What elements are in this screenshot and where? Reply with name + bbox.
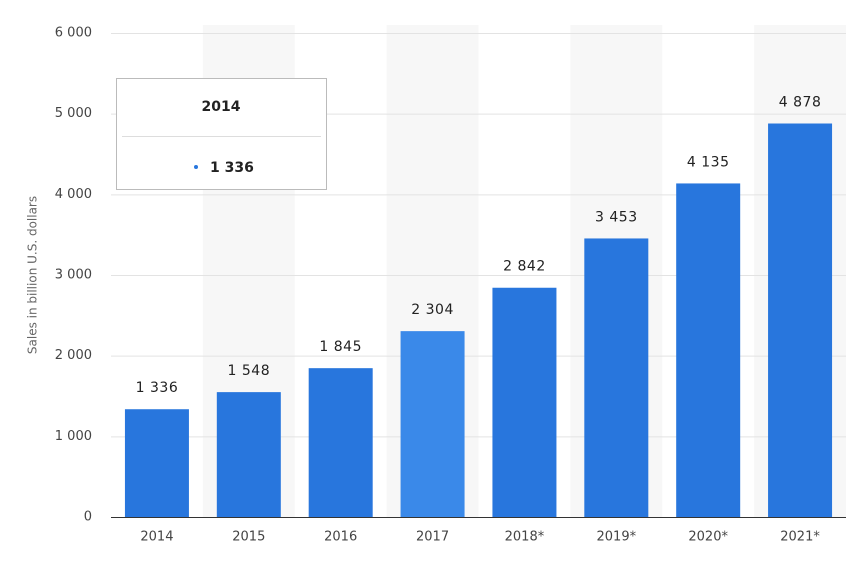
bar xyxy=(676,183,741,517)
tooltip-dot xyxy=(194,165,198,169)
y-tick-label: 3 000 xyxy=(55,268,92,283)
value-label: 1 845 xyxy=(319,339,362,355)
value-label: 1 548 xyxy=(228,363,271,379)
bar xyxy=(400,331,465,517)
value-label: 2 304 xyxy=(411,302,454,318)
x-tick-label: 2015 xyxy=(232,530,265,545)
value-label: 2 842 xyxy=(503,259,546,275)
bar xyxy=(768,123,833,518)
x-tick-label: 2018* xyxy=(505,530,545,545)
tooltip-title: 2014 xyxy=(202,99,241,115)
tooltip: 2014 1 336 xyxy=(116,78,327,190)
bar xyxy=(584,238,649,517)
y-axis-label: Sales in billion U.S. dollars xyxy=(26,196,40,354)
y-tick-label: 5 000 xyxy=(55,106,92,121)
y-tick-label: 4 000 xyxy=(55,187,92,202)
value-label: 1 336 xyxy=(136,380,179,396)
value-label: 4 135 xyxy=(687,154,730,170)
y-tick-label: 6 000 xyxy=(55,26,92,41)
x-tick-label: 2021* xyxy=(780,530,820,545)
value-label: 4 878 xyxy=(779,95,822,111)
bar xyxy=(216,392,281,517)
value-label: 3 453 xyxy=(595,209,638,225)
x-tick-label: 2016 xyxy=(324,530,357,545)
bar xyxy=(492,287,557,517)
y-tick-label: 0 xyxy=(84,510,92,525)
y-tick-label: 1 000 xyxy=(55,429,92,444)
bar xyxy=(308,368,373,517)
bar xyxy=(124,409,189,517)
tooltip-box xyxy=(116,78,327,190)
tooltip-value: 1 336 xyxy=(210,160,254,176)
x-tick-label: 2020* xyxy=(688,530,728,545)
y-tick-label: 2 000 xyxy=(55,348,92,363)
x-tick-label: 2014 xyxy=(140,530,173,545)
x-tick-label: 2017 xyxy=(416,530,449,545)
x-tick-label: 2019* xyxy=(597,530,637,545)
bar-layer xyxy=(124,123,833,518)
